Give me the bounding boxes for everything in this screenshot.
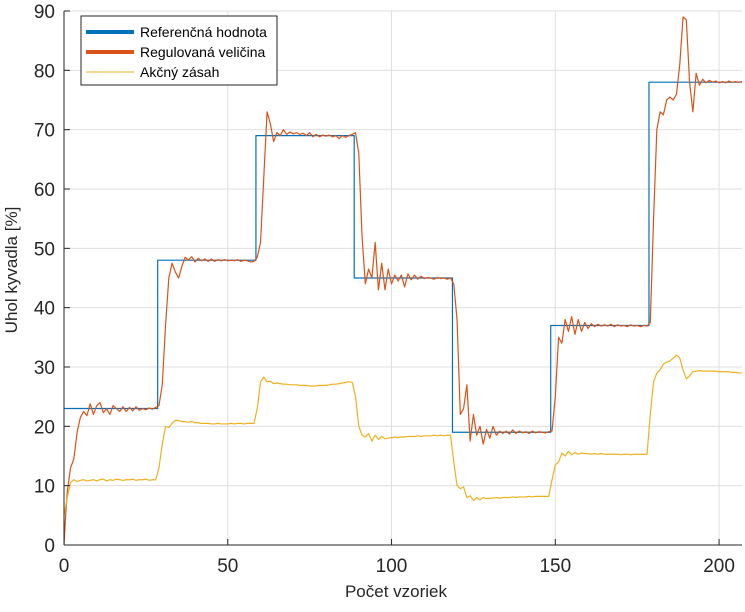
legend-label-controlled: Regulovaná veličina <box>140 44 266 60</box>
legend-label-reference: Referenčná hodnota <box>140 24 267 40</box>
y-tick-label: 80 <box>34 61 55 82</box>
series-line-3 <box>63 354 742 516</box>
axes-layer <box>63 10 742 546</box>
x-tick-label: 0 <box>59 556 70 577</box>
x-tick-label: 200 <box>703 556 735 577</box>
legend: Referenčná hodnota Regulovaná veličina A… <box>80 15 278 86</box>
y-axis-label: Uhol kyvadla [%] <box>2 207 21 334</box>
y-tick-label: 50 <box>34 239 55 260</box>
x-tick-label: 100 <box>376 556 408 577</box>
x-tick-label: 50 <box>217 556 238 577</box>
legend-label-action: Akčný zásah <box>140 64 219 80</box>
series-layer <box>63 16 743 546</box>
tick-label-layer: 0 50 100 150 200 0 10 20 30 40 50 60 70 80 90 <box>34 2 735 577</box>
x-tick-label: 150 <box>539 556 571 577</box>
y-tick-label: 40 <box>34 299 55 320</box>
y-tick-label: 70 <box>34 121 55 142</box>
y-tick-label: 30 <box>34 358 55 379</box>
y-tick-label: 60 <box>34 180 55 201</box>
x-axis-label: Počet vzoriek <box>345 582 448 601</box>
y-tick-label: 20 <box>34 417 55 438</box>
y-tick-label: 90 <box>34 2 55 23</box>
series-line-2 <box>63 16 743 546</box>
y-tick-label: 10 <box>34 477 55 498</box>
y-tick-label: 0 <box>44 536 55 557</box>
